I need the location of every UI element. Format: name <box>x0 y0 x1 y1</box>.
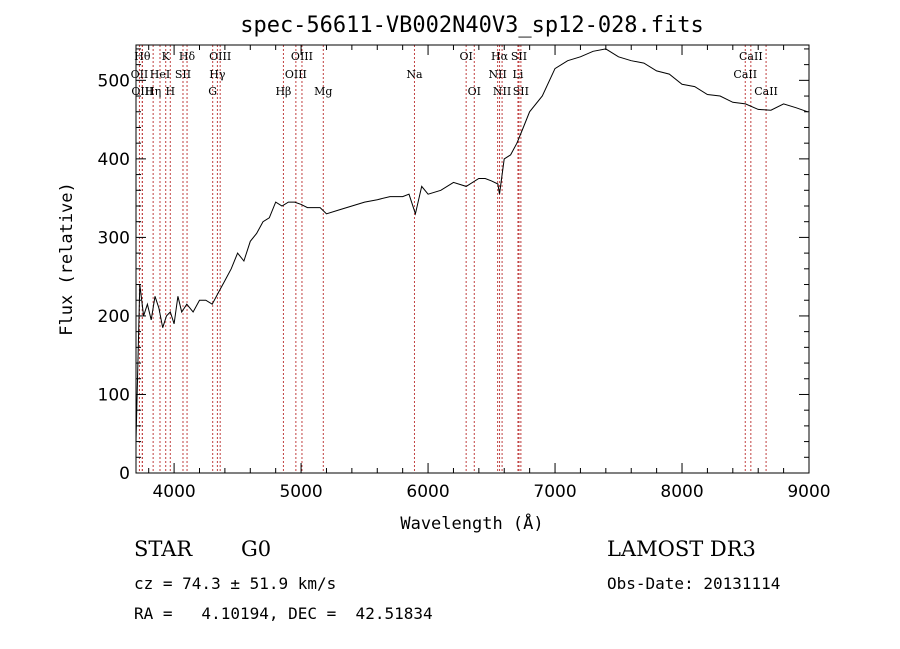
spectral-line-label: CaII <box>754 85 778 98</box>
spectral-line-label: Li <box>513 68 524 81</box>
object-subclass: G0 <box>241 537 272 561</box>
spectral-line-label: SII <box>511 50 527 63</box>
x-tick-label: 5000 <box>279 482 322 502</box>
spectral-line-labels: OIIHθOIIIHηHeIKHSIIHδGHγOIIIHβOIIIOIIIMg… <box>131 50 778 98</box>
y-tick-label: 0 <box>119 464 130 484</box>
spectral-line-label: CaII <box>739 50 763 63</box>
spectral-line-label: NII <box>493 85 511 98</box>
y-tick-label: 400 <box>98 150 130 170</box>
spectral-line-label: OII <box>131 68 149 81</box>
x-tick-label: 8000 <box>660 482 703 502</box>
y-tick-label: 100 <box>98 385 130 405</box>
observation-date: Obs-Date: 20131114 <box>607 574 781 593</box>
spectral-line-label: OIII <box>209 50 231 63</box>
object-class: STAR <box>134 537 193 561</box>
spectral-line-label: OIII <box>285 68 307 81</box>
spectral-line-label: SII <box>513 85 529 98</box>
spectral-line-label: Hα <box>491 50 509 63</box>
flux-series-line <box>135 48 808 442</box>
spectral-line-label: Mg <box>314 85 332 98</box>
spectral-line-label: CaII <box>733 68 757 81</box>
x-axis-label: Wavelength (Å) <box>400 512 543 534</box>
spectral-line-label: Hδ <box>179 50 196 63</box>
spectral-line-label: OIII <box>131 85 153 98</box>
y-axis-ticks: 0 100 200 300 400 500 <box>98 48 809 484</box>
x-tick-label: 9000 <box>787 482 830 502</box>
redshift-velocity: cz = 74.3 ± 51.9 km/s <box>134 574 337 593</box>
y-tick-label: 300 <box>98 228 130 248</box>
spectral-line-label: Na <box>406 68 423 81</box>
x-tick-label: 6000 <box>406 482 449 502</box>
spectral-line-label: NII <box>488 68 506 81</box>
survey-name: LAMOST DR3 <box>607 537 756 561</box>
spectral-line-label: Hγ <box>209 68 226 81</box>
spectral-line-label: H <box>165 85 175 98</box>
spectral-line-markers <box>138 45 767 473</box>
x-axis-ticks: 4000 5000 6000 7000 8000 9000 <box>148 45 831 502</box>
spectral-line-label: Hη <box>145 85 161 98</box>
coordinates: RA = 4.10194, DEC = 42.51834 <box>134 604 433 623</box>
spectral-line-label: SII <box>175 68 191 81</box>
x-tick-label: 4000 <box>152 482 195 502</box>
y-tick-label: 200 <box>98 307 130 327</box>
spectral-line-label: OIII <box>291 50 313 63</box>
x-tick-label: 7000 <box>533 482 576 502</box>
spectral-line-label: OI <box>468 85 481 98</box>
spectral-line-label: OI <box>459 50 472 63</box>
spectral-line-label: Hβ <box>275 85 291 98</box>
y-tick-label: 500 <box>98 71 130 91</box>
y-axis-label: Flux (relative) <box>57 182 77 336</box>
plot-frame <box>135 44 810 474</box>
chart-title: spec-56611-VB002N40V3_sp12-028.fits <box>240 13 704 38</box>
spectral-line-label: G <box>208 85 217 98</box>
spectral-line-label: K <box>162 50 171 63</box>
spectral-line-label: Hθ <box>134 50 151 63</box>
spectral-line-label: HeI <box>150 68 170 81</box>
